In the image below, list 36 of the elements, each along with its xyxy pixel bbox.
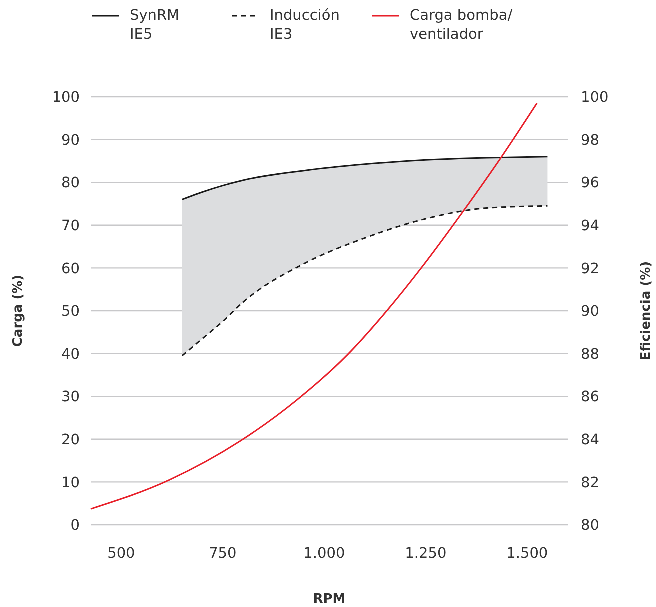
x-tick-label: 750: [209, 546, 237, 562]
y-axis-title: Carga (%): [11, 274, 26, 348]
x-tick-label: 1.000: [304, 546, 346, 562]
legend-label: Inducción IE3: [270, 8, 340, 43]
legend-label: Carga bomba/ventilador: [410, 8, 513, 43]
y2-tick-label: 90: [581, 304, 600, 320]
y2-tick-label: 100: [581, 90, 609, 106]
y2-tick-label: 96: [581, 176, 600, 192]
y2-tick-label: 92: [581, 261, 600, 278]
y2-tick-label: 94: [581, 218, 600, 234]
y2-tick-label: 98: [581, 132, 600, 149]
line-series: [182, 156, 548, 200]
y-tick-label: 100: [52, 90, 80, 106]
y2-tick-label: 82: [581, 475, 600, 492]
y-tick-label: 50: [62, 304, 80, 320]
x-tick-label: 1.500: [506, 546, 548, 562]
x-axis-title: RPM: [313, 592, 346, 607]
y2-tick-label: 86: [581, 390, 600, 406]
line-series: [182, 205, 548, 357]
y-tick-label: 0: [70, 518, 80, 534]
x-tick-label: 1.250: [405, 546, 447, 562]
y-tick-label: 90: [62, 132, 80, 149]
y2-tick-label: 88: [581, 346, 600, 363]
y-tick-label: 80: [62, 176, 80, 192]
y-tick-label: 20: [62, 432, 80, 448]
y-tick-label: 10: [62, 475, 80, 492]
y2-tick-label: 80: [581, 518, 600, 534]
y2-tick-label: 84: [581, 432, 600, 448]
line-series: [90, 102, 538, 510]
y-tick-label: 30: [62, 390, 80, 406]
x-tick-label: 500: [108, 546, 136, 562]
legend-label: SynRM IE5: [130, 8, 180, 43]
y-tick-label: 70: [62, 218, 80, 234]
y2-axis-title: Eficiencia (%): [639, 261, 654, 361]
y-tick-label: 60: [62, 261, 80, 278]
y-tick-label: 40: [62, 346, 80, 363]
